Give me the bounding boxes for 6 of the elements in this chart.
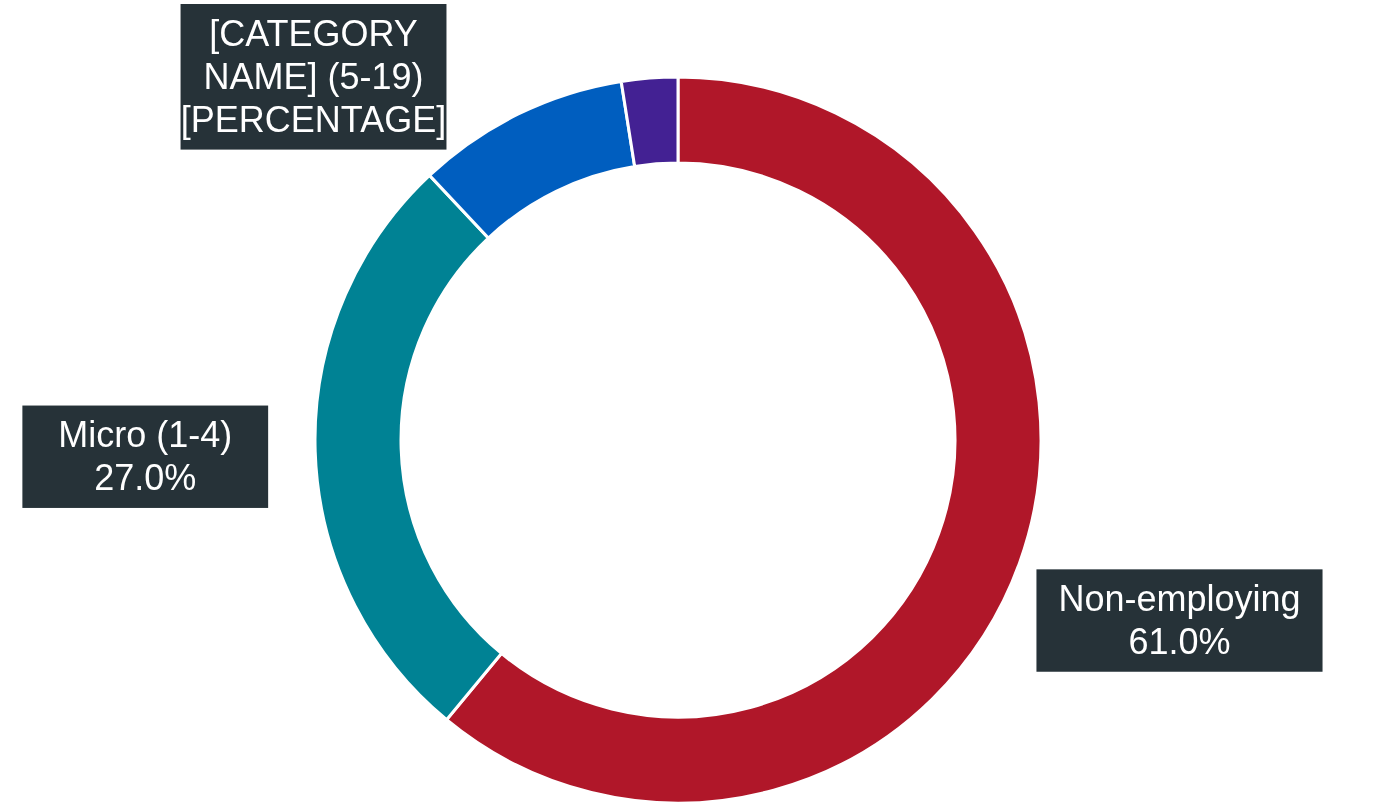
data-label: [PERCENTAGE] <box>180 99 447 141</box>
data-label: 61.0% <box>1128 621 1231 663</box>
data-label: 27.0% <box>94 457 197 499</box>
slice-label: Non-employing <box>1058 578 1301 620</box>
slice-label: [CATEGORY NAME] (5-19) <box>203 12 424 97</box>
slice-label: Micro (1-4) <box>58 414 233 456</box>
